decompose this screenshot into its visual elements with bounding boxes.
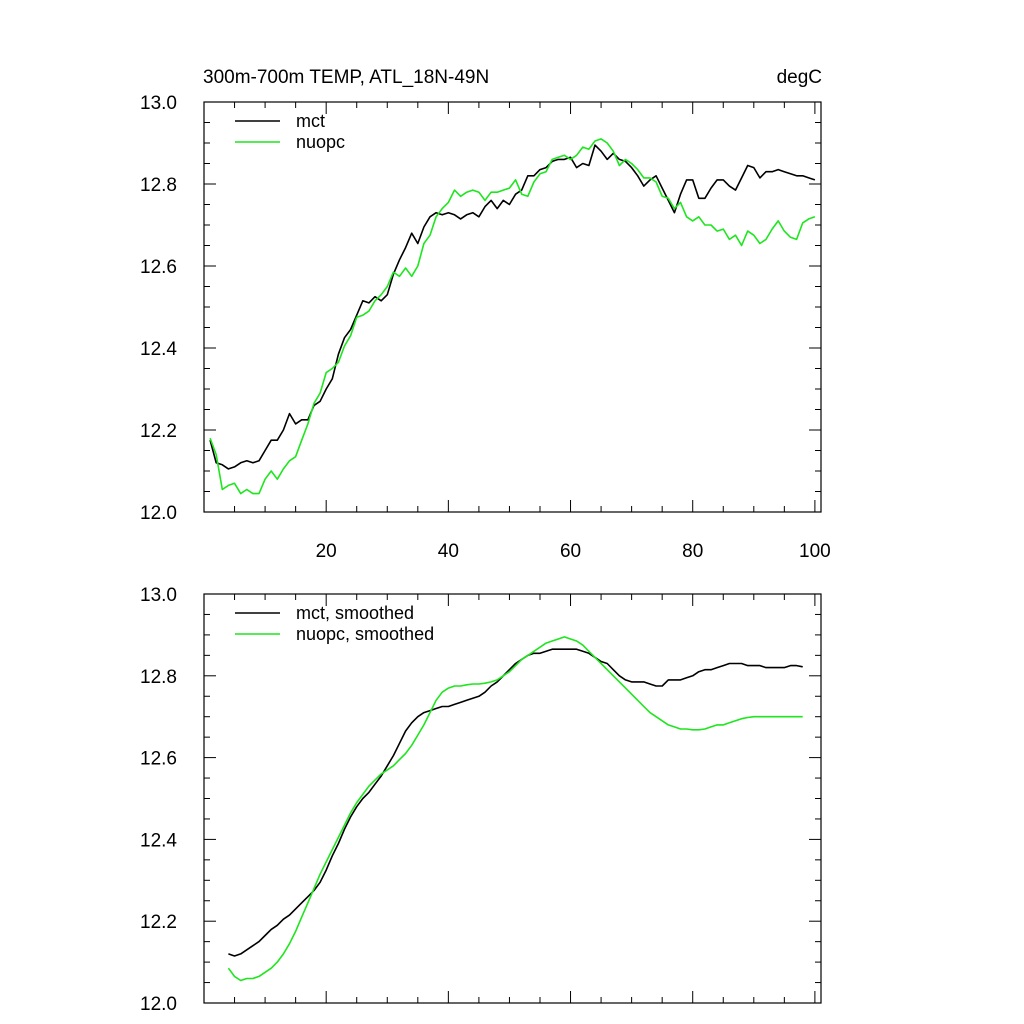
bottom-panel: 12.0 12.2 12.4 12.6 12.8 13.0 mct, smoothednuo… (140, 585, 822, 1015)
y-tick-label: 13.0 (140, 93, 177, 114)
x-tick-label: 100 (799, 541, 831, 562)
y-tick-label: 12.2 (140, 421, 177, 442)
x-tick-label: 80 (682, 541, 703, 562)
x-tick-label: 20 (316, 541, 337, 562)
legend-label: mct (296, 111, 325, 131)
y-tick-label: 12.0 (140, 994, 177, 1015)
legend-label: mct, smoothed (296, 603, 414, 623)
plot-frame (203, 593, 822, 1004)
series-line-mct-smoothed (228, 648, 803, 957)
top-panel: 300m-700m TEMP, ATL_18N-49N degC 12.0 12.… (140, 67, 831, 562)
legend-label: nuopc (296, 132, 345, 152)
series-line-nuopc-smoothed (227, 636, 803, 982)
legend-label: nuopc, smoothed (296, 624, 434, 644)
y-tick-label: 12.4 (140, 830, 177, 851)
y-tick-label: 12.6 (140, 749, 177, 770)
y-tick-label: 13.0 (140, 585, 177, 606)
chart-title: 300m-700m TEMP, ATL_18N-49N (203, 67, 489, 88)
x-tick-label: 60 (560, 541, 581, 562)
y-tick-label: 12.6 (140, 257, 177, 278)
y-tick-label: 12.0 (140, 503, 177, 524)
y-tick-label: 12.4 (140, 339, 177, 360)
y-tick-label: 12.8 (140, 175, 177, 196)
series-line-nuopc (209, 138, 816, 495)
x-tick-label: 40 (438, 541, 459, 562)
units-label: degC (777, 67, 822, 88)
series-line-mct (209, 144, 816, 470)
y-tick-label: 12.2 (140, 912, 177, 933)
plot-frame (203, 101, 822, 513)
y-tick-label: 12.8 (140, 667, 177, 688)
